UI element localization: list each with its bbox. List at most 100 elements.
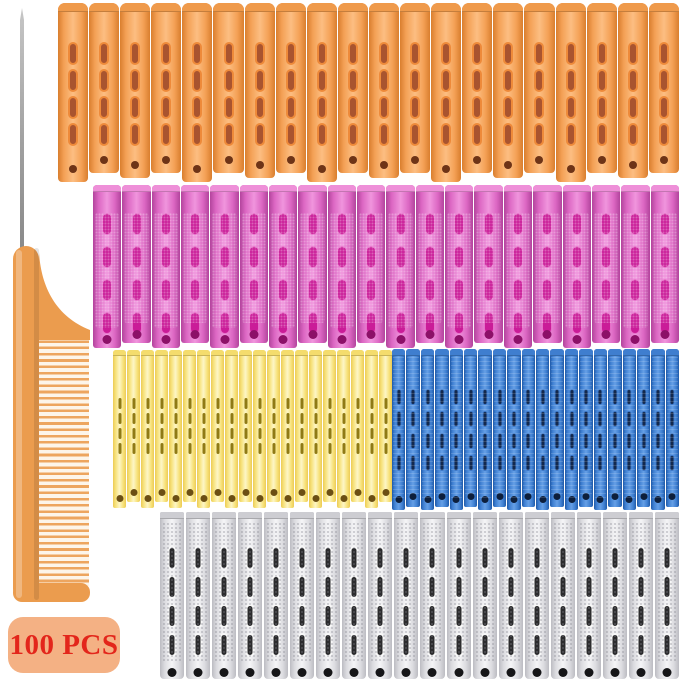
roller-slot [248,213,259,235]
roller-gray [186,512,211,679]
roller-slot [99,123,110,146]
roller-slot [480,575,490,599]
roller-clip-hole [220,335,230,344]
roller-slot [271,546,281,570]
roller-slots [314,398,317,454]
roller-slots [583,389,589,471]
roller-blue [521,349,536,507]
roller-slot [160,279,171,301]
roller-slots [597,389,603,471]
roller-slot [193,575,203,599]
roller-slot [297,604,307,628]
roller-slots [410,42,421,146]
roller-slot [130,96,141,119]
roller-slot [375,604,385,628]
roller-slot [146,413,149,424]
roller-slot [160,213,171,235]
roller-slot [497,455,503,471]
roller-slot [347,96,358,119]
roller-blue [550,349,565,507]
roller-slot [102,312,113,334]
roller-yellow [337,350,350,508]
roller-slots [540,389,546,471]
roller-slots [636,546,646,657]
roller-slots [454,546,464,657]
roller-slot [378,96,389,119]
roller-blue [420,349,435,510]
roller-slot [427,633,437,657]
comb-body [13,246,90,602]
roller-slot [441,96,452,119]
roller-pink [357,185,386,344]
roller-gray [524,512,549,679]
roller-slot [454,633,464,657]
roller-slots [571,213,582,334]
roller-slots [245,546,255,657]
roller-slot [534,42,545,65]
roller-slots [468,389,474,471]
roller-slot [641,389,647,405]
roller-slots [506,546,516,657]
roller-slot [658,69,669,92]
roller-slot [278,213,289,235]
roller-slot [375,633,385,657]
roller-slot [497,411,503,427]
roller-clip-hole [245,668,255,677]
roller-slot [630,279,641,301]
roller-slot [569,411,575,427]
roller-slot [532,604,542,628]
roller-clip-hole [317,165,326,173]
roller-slots [244,398,247,454]
roller-gray [264,512,289,679]
roller-slots [223,42,234,146]
roller-slots [161,42,172,146]
roller-blue [449,349,464,510]
roller-clip-hole [636,668,646,677]
roller-slot [441,123,452,146]
roller-clip-hole [368,495,375,502]
roller-clip-hole [286,156,295,165]
roller-gray [472,512,497,679]
roller-yellow [379,350,392,502]
roller-blue [608,349,622,507]
roller-slots [307,213,318,334]
roller-slot [558,604,568,628]
roller-slot [569,389,575,405]
roller-slot [511,411,517,427]
roller-slots [626,389,632,471]
roller-slot [472,96,483,119]
roller-slot [630,312,641,334]
roller-slot [328,443,331,454]
roller-slot [99,42,110,65]
roller-orange [275,3,306,174]
roller-row-blue [392,349,679,510]
roller-orange [244,3,275,179]
roller-slots [146,398,149,454]
roller-slot [258,398,261,409]
roller-slot [626,433,632,449]
roller-slot [636,546,646,570]
roller-slot [626,455,632,471]
roller-orange [648,3,679,174]
roller-slot [540,411,546,427]
roller-slot [565,123,576,146]
roller-slot [454,246,465,268]
roller-slot [68,69,79,92]
roller-slots [342,398,345,454]
roller-slots [532,546,542,657]
roller-slot [316,42,327,65]
roller-clip-hole [411,156,420,165]
roller-clip-hole [348,156,357,165]
roller-slot [216,443,219,454]
roller-orange [586,3,617,174]
roller-slot [160,312,171,334]
roller-slot [254,69,265,92]
roller-pink [93,185,122,348]
roller-orange [151,3,182,174]
roller-slot [188,443,191,454]
roller-slot [554,433,560,449]
roller-slot [410,42,421,65]
roller-yellow [267,350,280,502]
roller-slots [370,398,373,454]
roller-clip-hole [539,496,547,503]
